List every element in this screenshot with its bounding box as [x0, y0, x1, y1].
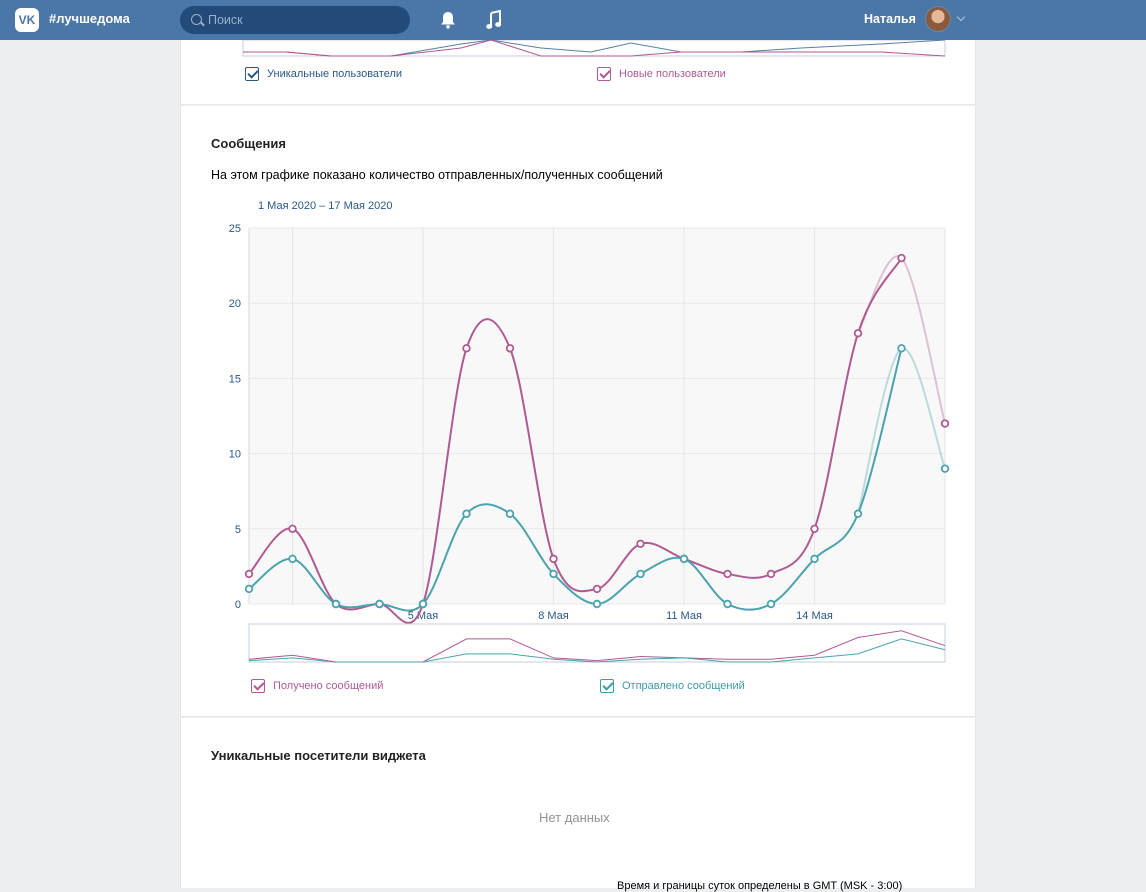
search-input[interactable]: [208, 11, 398, 29]
chart-grid: [248, 227, 946, 605]
data-point: [505, 344, 515, 353]
data-point: [288, 554, 297, 564]
data-point: [244, 569, 254, 579]
data-point: [549, 569, 558, 579]
widget-visitors-card: Уникальные посетители виджета Нет данных…: [180, 718, 976, 892]
chart-points: [244, 253, 950, 609]
chevron-down-icon[interactable]: [956, 12, 966, 22]
vk-logo[interactable]: VK: [15, 8, 39, 32]
plot-area: [249, 228, 945, 604]
data-point: [592, 599, 602, 609]
data-point: [897, 253, 906, 263]
data-point: [636, 539, 645, 549]
timezone-note: Время и границы суток определены в GMT (…: [617, 880, 903, 892]
data-point: [723, 569, 732, 579]
chart-navigator: [248, 623, 946, 663]
navigator-box: [248, 623, 946, 663]
community-title[interactable]: #лучшедома: [49, 11, 130, 26]
legend-received[interactable]: Получено сообщений: [251, 679, 383, 693]
y-tick-label: 25: [229, 223, 241, 235]
legend-label: Получено сообщений: [273, 680, 384, 692]
search-box[interactable]: [180, 6, 410, 34]
data-point: [810, 524, 819, 533]
no-data-text: Нет данных: [539, 810, 610, 825]
data-point: [853, 329, 863, 338]
music-icon[interactable]: [486, 10, 502, 30]
x-tick-label: 5 Мая: [408, 610, 439, 622]
y-tick-label: 15: [229, 373, 241, 385]
bell-icon[interactable]: [440, 11, 456, 29]
data-point: [679, 554, 689, 564]
section-title: Уникальные посетители виджета: [211, 748, 426, 763]
data-point: [940, 464, 950, 473]
y-tick-label: 0: [235, 599, 241, 611]
data-point: [331, 599, 341, 609]
visitors-mini-chart: [242, 40, 946, 57]
checkbox[interactable]: [245, 67, 259, 81]
data-point: [244, 584, 254, 594]
checkbox[interactable]: [597, 67, 611, 81]
avatar[interactable]: [925, 6, 951, 32]
search-icon: [191, 14, 202, 25]
navigator-line: [248, 638, 946, 663]
x-tick-label: 8 Мая: [538, 610, 569, 622]
section-title: Сообщения: [211, 136, 286, 151]
y-axis: 0 5 10 15 20 25: [229, 223, 241, 611]
data-point: [940, 419, 950, 428]
data-point: [549, 554, 558, 564]
data-point: [462, 509, 471, 518]
legend-new-users[interactable]: Новые пользователи: [597, 67, 726, 81]
data-point: [418, 599, 428, 609]
data-point: [592, 584, 602, 594]
data-point: [810, 554, 819, 564]
data-point: [723, 599, 732, 609]
legend-label: Отправлено сообщений: [622, 680, 745, 692]
user-name[interactable]: Наталья: [864, 12, 916, 26]
legend-unique-users[interactable]: Уникальные пользователи: [245, 67, 402, 81]
x-tick-label: 11 Мая: [666, 610, 702, 622]
checkbox[interactable]: [251, 679, 265, 693]
data-point: [375, 599, 384, 609]
legend-label: Новые пользователи: [619, 68, 726, 80]
messages-chart[interactable]: 0 5 10 15 20 25 5 Мая 8 Мая 11 Мая 14 Мая: [181, 218, 977, 688]
data-point: [853, 509, 863, 518]
section-description: На этом графике показано количество отпр…: [211, 168, 663, 182]
data-point: [288, 524, 297, 533]
data-point: [505, 509, 515, 518]
checkbox[interactable]: [600, 679, 614, 693]
y-tick-label: 10: [229, 449, 241, 461]
date-range[interactable]: 1 Мая 2020 – 17 Мая 2020: [258, 200, 393, 212]
top-bar: VK #лучшедома Наталья: [0, 0, 1146, 40]
y-tick-label: 20: [229, 298, 241, 310]
data-point: [766, 569, 776, 579]
data-point: [766, 599, 776, 609]
data-point: [897, 344, 906, 353]
x-axis: 5 Мая 8 Мая 11 Мая 14 Мая: [408, 610, 833, 622]
y-tick-label: 5: [235, 524, 241, 536]
x-tick-label: 14 Мая: [796, 610, 833, 622]
visitors-chart-card: Уникальные пользователи Новые пользовате…: [180, 40, 976, 105]
data-point: [636, 569, 645, 579]
legend-sent[interactable]: Отправлено сообщений: [600, 679, 745, 693]
data-point: [462, 344, 471, 353]
legend-label: Уникальные пользователи: [267, 68, 403, 80]
messages-card: Сообщения На этом графике показано колич…: [180, 106, 976, 717]
